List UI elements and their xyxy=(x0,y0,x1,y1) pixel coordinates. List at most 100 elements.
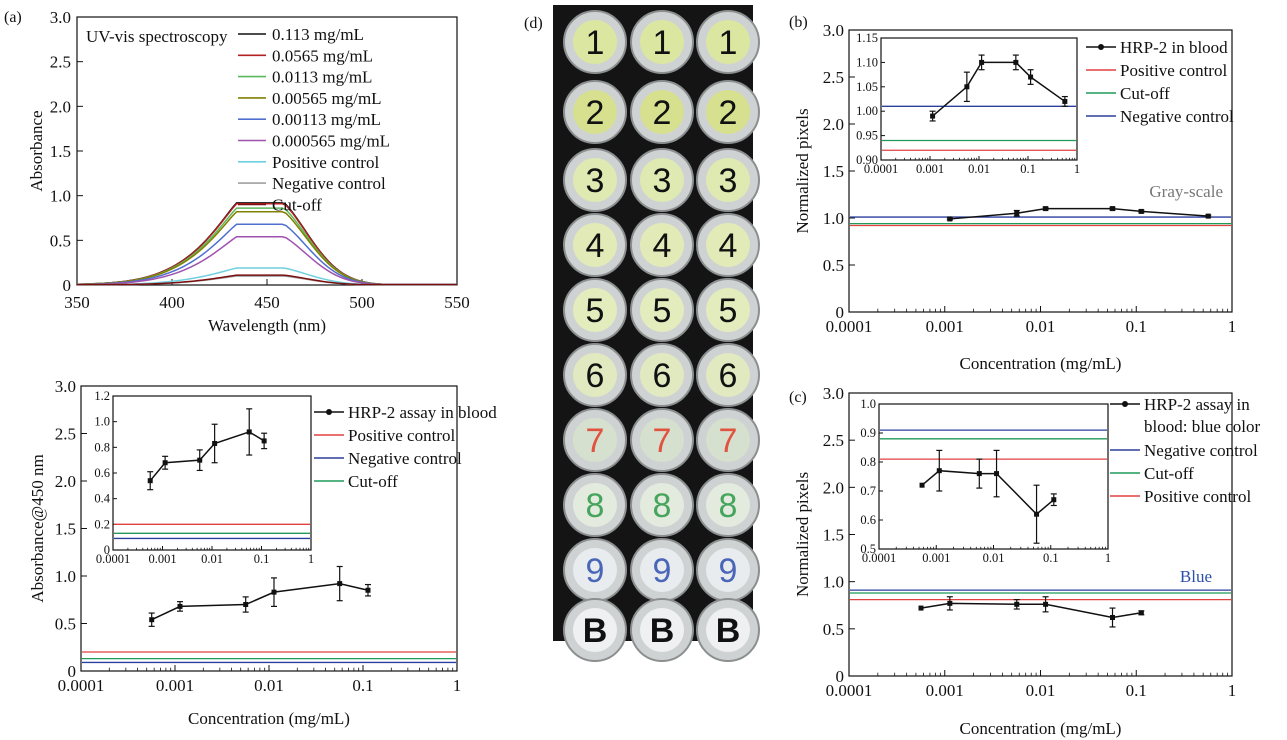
a-top-xtick-label: 550 xyxy=(444,293,470,312)
plate-well-label: 9 xyxy=(719,552,738,590)
a-top-ytick-label: 1.5 xyxy=(50,142,71,161)
b-ytick-label: 0 xyxy=(836,303,845,322)
c-xtick-label: 0.001 xyxy=(926,681,964,700)
b-inset-ytick-label: 1.10 xyxy=(856,55,878,69)
b-inset-frame xyxy=(880,37,1078,161)
b-inset-data-point xyxy=(930,113,936,119)
a-top-xtick-label: 400 xyxy=(159,293,185,312)
a-top-legend-label: 0.00113 mg/mL xyxy=(272,110,381,129)
b-inset-xtick-label: 0.001 xyxy=(916,162,944,176)
a-bottom-legend-label: Cut-off xyxy=(348,472,398,491)
plate-well-label: 8 xyxy=(719,487,738,525)
c-inset-ytick-label: 0.5 xyxy=(860,542,876,556)
a-top-legend-label: Negative control xyxy=(272,174,386,193)
c-inset-data-point xyxy=(1051,497,1057,503)
a-bottom-ytick-label: 1.0 xyxy=(55,567,76,586)
a-inset-data-point xyxy=(212,440,218,446)
c-data-point xyxy=(1014,601,1020,607)
c-inset-xtick-label: 0.0001 xyxy=(862,551,896,565)
c-inset-frame xyxy=(878,403,1109,550)
b-xtick-label: 0.1 xyxy=(1126,317,1147,336)
plate-well-liquid xyxy=(706,483,750,527)
b-series-line xyxy=(949,207,1209,220)
b-x-axis-label: Concentration (mg/mL) xyxy=(960,354,1122,373)
c-inset-xtick-label: 1 xyxy=(1105,551,1111,565)
a-inset-xtick-label: 0.1 xyxy=(254,552,270,566)
c-ytick-label: 1.5 xyxy=(823,526,844,545)
a-inset-data-point xyxy=(197,457,203,463)
c-legend-label: Negative control xyxy=(1144,441,1258,460)
b-xtick-label: 1 xyxy=(1228,317,1237,336)
b-legend-marker xyxy=(1098,44,1104,50)
c-inset-xtick-label: 0.1 xyxy=(1043,551,1059,565)
a-bottom-xtick-label: 0.01 xyxy=(254,676,284,695)
plate-well-liquid xyxy=(706,608,750,652)
b-ytick-label: 0.5 xyxy=(823,256,844,275)
c-legend-label-line2: blood: blue color xyxy=(1144,417,1260,436)
a-top-xtick-label: 450 xyxy=(254,293,280,312)
a-inset-xtick-label: 1 xyxy=(308,552,314,566)
a-top-legend-label: 0.000565 mg/mL xyxy=(272,132,390,151)
b-annotation-gray-scale: Gray-scale xyxy=(1149,182,1223,201)
b-inset-data-point xyxy=(1028,74,1034,80)
c-data-point xyxy=(947,600,953,606)
plate-well-liquid xyxy=(706,353,750,397)
plate-well-label: 1 xyxy=(586,24,605,62)
b-xtick-label: 0.001 xyxy=(926,317,964,336)
panel-c: (c) 0.0001 0.001 0.01 0.1 1 0 0.5 1.0 1.5 2.0 2.5 3.… xyxy=(789,384,1260,738)
a-top-frame xyxy=(76,16,458,286)
a-top-spectrum-line xyxy=(76,202,457,286)
plate-well-liquid xyxy=(573,90,617,134)
c-legend-label: HRP-2 assay in blood: blue color xyxy=(1144,395,1260,436)
a-inset-xtick-label: 0.0001 xyxy=(96,552,130,566)
a-inset-ytick-label: 0.4 xyxy=(94,492,110,506)
plate-well-label: 4 xyxy=(719,227,738,265)
plate-well-label: 3 xyxy=(653,162,672,200)
plate-well-label: 5 xyxy=(719,292,738,330)
a-top-ytick-label: 0 xyxy=(63,276,72,295)
a-top-spectrum-line xyxy=(77,274,457,286)
b-inset-ytick-label: 0.95 xyxy=(856,129,878,143)
plate-well-label: 7 xyxy=(719,422,738,460)
plate-well-liquid xyxy=(640,418,684,462)
a-bottom-data-point xyxy=(177,603,183,609)
a-top-legend-label: Positive control xyxy=(272,153,379,172)
c-ytick-label: 2.5 xyxy=(823,431,844,450)
plate-well-liquid xyxy=(573,223,617,267)
c-xtick-label: 0.1 xyxy=(1126,681,1147,700)
plate-well-liquid xyxy=(640,20,684,64)
a-bottom-data-point xyxy=(271,589,277,595)
c-annotation-blue: Blue xyxy=(1180,567,1212,586)
plate-well-label: 5 xyxy=(653,292,672,330)
plate-well-label: 3 xyxy=(586,162,605,200)
plate-well-liquid xyxy=(706,288,750,332)
b-legend-label: HRP-2 in blood xyxy=(1120,38,1228,57)
b-ytick-label: 3.0 xyxy=(823,21,844,40)
c-inset-ytick-label: 0.6 xyxy=(860,513,876,527)
a-bottom-data-point xyxy=(149,617,155,623)
plate-well-liquid xyxy=(640,90,684,134)
c-data-point xyxy=(1138,610,1144,616)
c-ytick-label: 0.5 xyxy=(823,620,844,639)
a-bottom-y-axis-label: Absorbance@450 nm xyxy=(28,454,47,602)
a-bottom-legend-label: Negative control xyxy=(348,449,462,468)
a-top-spectrum-line xyxy=(76,202,457,286)
b-legend-label: Positive control xyxy=(1120,61,1227,80)
c-legend-label: Cut-off xyxy=(1144,464,1194,483)
b-y-axis-label: Normalized pixels xyxy=(793,108,812,233)
plate-well-label: 4 xyxy=(653,227,672,265)
plate-well-label: B xyxy=(716,612,741,650)
b-ytick-label: 1.5 xyxy=(823,162,844,181)
a-inset-ytick-label: 1.2 xyxy=(94,389,110,403)
b-inset-ytick-label: 1.15 xyxy=(856,31,878,45)
a-bottom-ytick-label: 1.5 xyxy=(55,520,76,539)
plate-well-label: 4 xyxy=(586,227,605,265)
a-top-spectrum-line xyxy=(76,207,457,286)
panel-letter-a: (a) xyxy=(4,9,22,26)
plate-well-liquid xyxy=(706,223,750,267)
plate-well-label: 3 xyxy=(719,162,738,200)
c-inset-data-point xyxy=(976,471,982,477)
a-top-legend-label: 0.113 mg/mL xyxy=(272,25,364,44)
a-bottom-ytick-label: 2.5 xyxy=(55,425,76,444)
plate-well-liquid xyxy=(706,20,750,64)
